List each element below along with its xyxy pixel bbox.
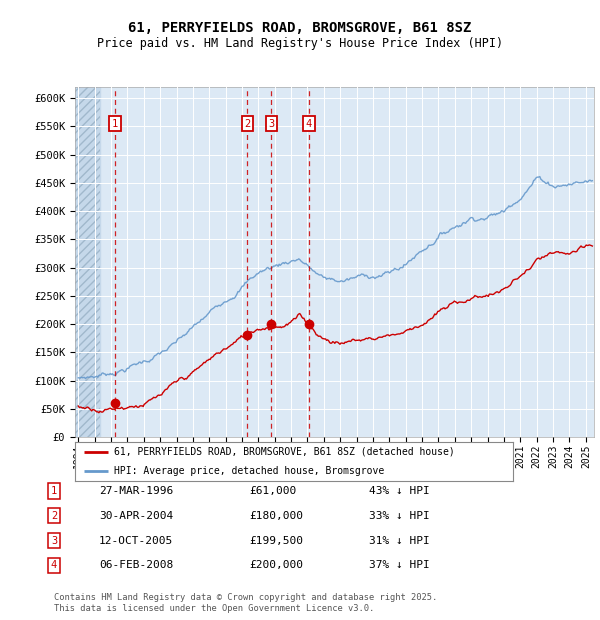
Bar bbox=[75, 87, 100, 437]
Text: 37% ↓ HPI: 37% ↓ HPI bbox=[369, 560, 430, 570]
Text: 3: 3 bbox=[268, 118, 274, 128]
Text: 31% ↓ HPI: 31% ↓ HPI bbox=[369, 536, 430, 546]
Text: Price paid vs. HM Land Registry's House Price Index (HPI): Price paid vs. HM Land Registry's House … bbox=[97, 37, 503, 50]
Text: £180,000: £180,000 bbox=[249, 511, 303, 521]
Text: £61,000: £61,000 bbox=[249, 486, 296, 496]
Text: 43% ↓ HPI: 43% ↓ HPI bbox=[369, 486, 430, 496]
Text: 27-MAR-1996: 27-MAR-1996 bbox=[99, 486, 173, 496]
Text: 1: 1 bbox=[112, 118, 118, 128]
Text: 33% ↓ HPI: 33% ↓ HPI bbox=[369, 511, 430, 521]
Text: 2: 2 bbox=[244, 118, 251, 128]
Text: £200,000: £200,000 bbox=[249, 560, 303, 570]
Text: 2: 2 bbox=[51, 511, 57, 521]
Text: 61, PERRYFIELDS ROAD, BROMSGROVE, B61 8SZ: 61, PERRYFIELDS ROAD, BROMSGROVE, B61 8S… bbox=[128, 21, 472, 35]
Text: 4: 4 bbox=[51, 560, 57, 570]
Text: 06-FEB-2008: 06-FEB-2008 bbox=[99, 560, 173, 570]
Text: £199,500: £199,500 bbox=[249, 536, 303, 546]
Text: 12-OCT-2005: 12-OCT-2005 bbox=[99, 536, 173, 546]
Bar bbox=[75, 87, 100, 437]
Text: 30-APR-2004: 30-APR-2004 bbox=[99, 511, 173, 521]
Text: Contains HM Land Registry data © Crown copyright and database right 2025.
This d: Contains HM Land Registry data © Crown c… bbox=[54, 593, 437, 613]
Text: 3: 3 bbox=[51, 536, 57, 546]
Text: HPI: Average price, detached house, Bromsgrove: HPI: Average price, detached house, Brom… bbox=[115, 466, 385, 476]
Text: 4: 4 bbox=[306, 118, 312, 128]
Text: 61, PERRYFIELDS ROAD, BROMSGROVE, B61 8SZ (detached house): 61, PERRYFIELDS ROAD, BROMSGROVE, B61 8S… bbox=[115, 446, 455, 457]
Text: 1: 1 bbox=[51, 486, 57, 496]
